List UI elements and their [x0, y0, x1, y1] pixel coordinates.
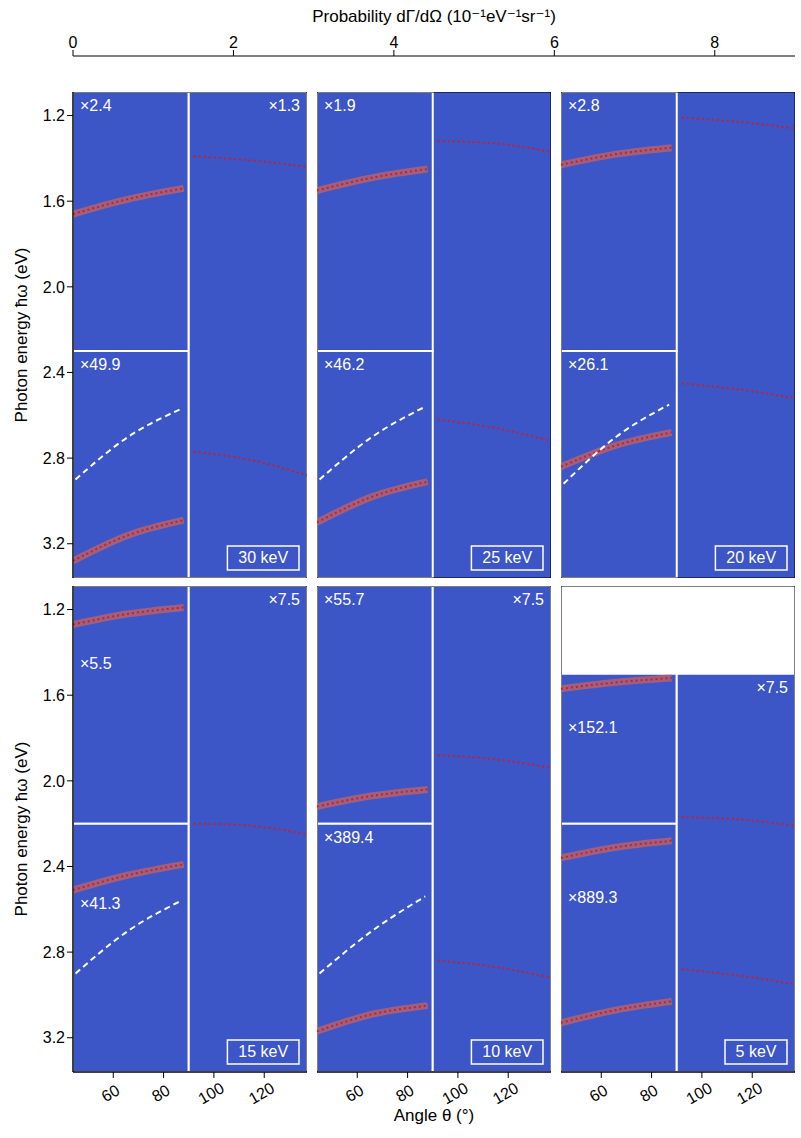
svg-text:×2.8: ×2.8: [568, 97, 600, 114]
svg-text:60: 60: [587, 1081, 611, 1105]
svg-text:60: 60: [99, 1081, 123, 1105]
html-text:Photon energy ħω (eV): Photon energy ħω (eV): [12, 247, 31, 423]
svg-text:×1.3: ×1.3: [268, 97, 300, 114]
svg-text:×7.5: ×7.5: [756, 679, 788, 696]
svg-text:×5.5: ×5.5: [80, 655, 112, 672]
svg-text:100: 100: [683, 1079, 715, 1107]
svg-text:2.8: 2.8: [43, 944, 65, 961]
svg-text:15 keV: 15 keV: [238, 1043, 288, 1060]
svg-text:×26.1: ×26.1: [568, 356, 609, 373]
svg-text:80: 80: [393, 1081, 417, 1105]
svg-text:×7.5: ×7.5: [512, 591, 544, 608]
svg-text:1.2: 1.2: [43, 601, 65, 618]
svg-text:2.8: 2.8: [43, 450, 65, 467]
svg-text:2.4: 2.4: [43, 364, 65, 381]
svg-text:1.6: 1.6: [43, 193, 65, 210]
html-text:Probability dΓ/dΩ (10⁻¹eV⁻¹sr⁻: Probability dΓ/dΩ (10⁻¹eV⁻¹sr⁻¹): [312, 7, 556, 26]
svg-text:×7.5: ×7.5: [268, 591, 300, 608]
html-text:Photon energy ħω (eV): Photon energy ħω (eV): [12, 741, 31, 917]
svg-text:120: 120: [246, 1079, 278, 1107]
svg-text:×152.1: ×152.1: [568, 719, 617, 736]
svg-text:2.0: 2.0: [43, 279, 65, 296]
svg-text:×49.9: ×49.9: [80, 356, 121, 373]
svg-text:80: 80: [637, 1081, 661, 1105]
svg-text:4: 4: [389, 34, 398, 51]
svg-text:60: 60: [343, 1081, 367, 1105]
svg-text:×389.4: ×389.4: [324, 829, 373, 846]
svg-text:1.2: 1.2: [43, 107, 65, 124]
svg-text:5 keV: 5 keV: [736, 1043, 777, 1060]
svg-text:×46.2: ×46.2: [324, 356, 365, 373]
svg-text:×1.9: ×1.9: [324, 97, 356, 114]
svg-text:25 keV: 25 keV: [482, 549, 532, 566]
svg-text:×41.3: ×41.3: [80, 895, 121, 912]
svg-text:2.0: 2.0: [43, 773, 65, 790]
svg-text:2.4: 2.4: [43, 858, 65, 875]
svg-text:×889.3: ×889.3: [568, 889, 617, 906]
svg-text:80: 80: [149, 1081, 173, 1105]
svg-text:3.2: 3.2: [43, 1029, 65, 1046]
svg-text:8: 8: [710, 34, 719, 51]
html-text:Angle θ (°): Angle θ (°): [393, 1106, 475, 1125]
svg-text:10 keV: 10 keV: [482, 1043, 532, 1060]
svg-text:20 keV: 20 keV: [726, 549, 776, 566]
svg-text:120: 120: [734, 1079, 766, 1107]
svg-text:×55.7: ×55.7: [324, 591, 365, 608]
svg-text:1.6: 1.6: [43, 687, 65, 704]
svg-text:0: 0: [69, 34, 78, 51]
svg-text:6: 6: [550, 34, 559, 51]
svg-text:100: 100: [195, 1079, 227, 1107]
svg-text:100: 100: [439, 1079, 471, 1107]
svg-text:30 keV: 30 keV: [238, 549, 288, 566]
svg-text:2: 2: [229, 34, 238, 51]
svg-text:120: 120: [490, 1079, 522, 1107]
svg-text:3.2: 3.2: [43, 535, 65, 552]
svg-text:×2.4: ×2.4: [80, 97, 112, 114]
